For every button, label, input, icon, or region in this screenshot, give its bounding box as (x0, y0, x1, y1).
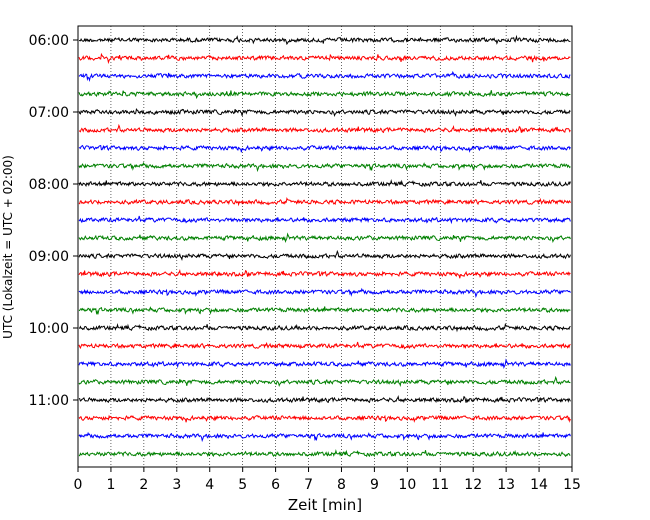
trace-11 (78, 232, 571, 244)
trace-12 (78, 249, 571, 261)
trace-9 (78, 196, 571, 207)
trace-5 (78, 123, 571, 134)
trace-8 (78, 179, 571, 188)
x-tick-label-15: 15 (563, 477, 581, 493)
trace-22 (78, 431, 571, 443)
seismic-traces (78, 34, 571, 458)
x-tick-label-2: 2 (139, 477, 148, 493)
x-tick-label-4: 4 (205, 477, 214, 493)
x-tick-label-6: 6 (271, 477, 280, 493)
trace-16 (78, 322, 571, 333)
x-tick-label-9: 9 (370, 477, 379, 493)
y-tick-label-11:00: 11:00 (29, 393, 69, 409)
x-axis: 0 1 2 3 4 5 6 7 8 9 10 11 12 13 14 15 (74, 467, 581, 493)
x-tick-label-5: 5 (238, 477, 247, 493)
x-tick-label-3: 3 (172, 477, 181, 493)
trace-6 (78, 144, 571, 153)
trace-3 (78, 90, 571, 100)
trace-2 (78, 70, 571, 83)
y-tick-label-08:00: 08:00 (29, 177, 69, 193)
trace-17 (78, 341, 571, 350)
x-tick-label-14: 14 (530, 477, 548, 493)
y-axis-label: UTC (Lokalzeit = UTC + 02:00) (1, 155, 15, 339)
plot-frame (77, 25, 573, 468)
trace-20 (78, 395, 571, 404)
trace-19 (78, 375, 571, 388)
x-tick-label-8: 8 (337, 477, 346, 493)
trace-14 (78, 287, 571, 299)
x-tick-label-0: 0 (74, 477, 83, 493)
trace-13 (78, 269, 571, 279)
y-tick-label-06:00: 06:00 (29, 33, 69, 49)
trace-23 (78, 449, 571, 458)
x-axis-label: Zeit [min] (288, 496, 362, 514)
y-tick-label-10:00: 10:00 (29, 321, 69, 337)
trace-15 (78, 306, 571, 315)
trace-1 (78, 52, 571, 65)
x-tick-label-13: 13 (497, 477, 515, 493)
x-tick-label-12: 12 (464, 477, 482, 493)
trace-18 (78, 358, 571, 369)
y-tick-label-07:00: 07:00 (29, 105, 69, 121)
trace-0 (78, 34, 571, 46)
x-tick-label-10: 10 (398, 477, 416, 493)
trace-21 (78, 414, 571, 423)
y-axis: 06:00 07:00 08:00 09:00 10:00 11:00 (29, 33, 78, 409)
x-tick-label-11: 11 (431, 477, 449, 493)
x-tick-label-1: 1 (106, 477, 115, 493)
trace-10 (78, 215, 571, 225)
trace-7 (78, 161, 571, 173)
trace-4 (78, 107, 571, 118)
x-tick-label-7: 7 (304, 477, 313, 493)
y-tick-label-09:00: 09:00 (29, 249, 69, 265)
